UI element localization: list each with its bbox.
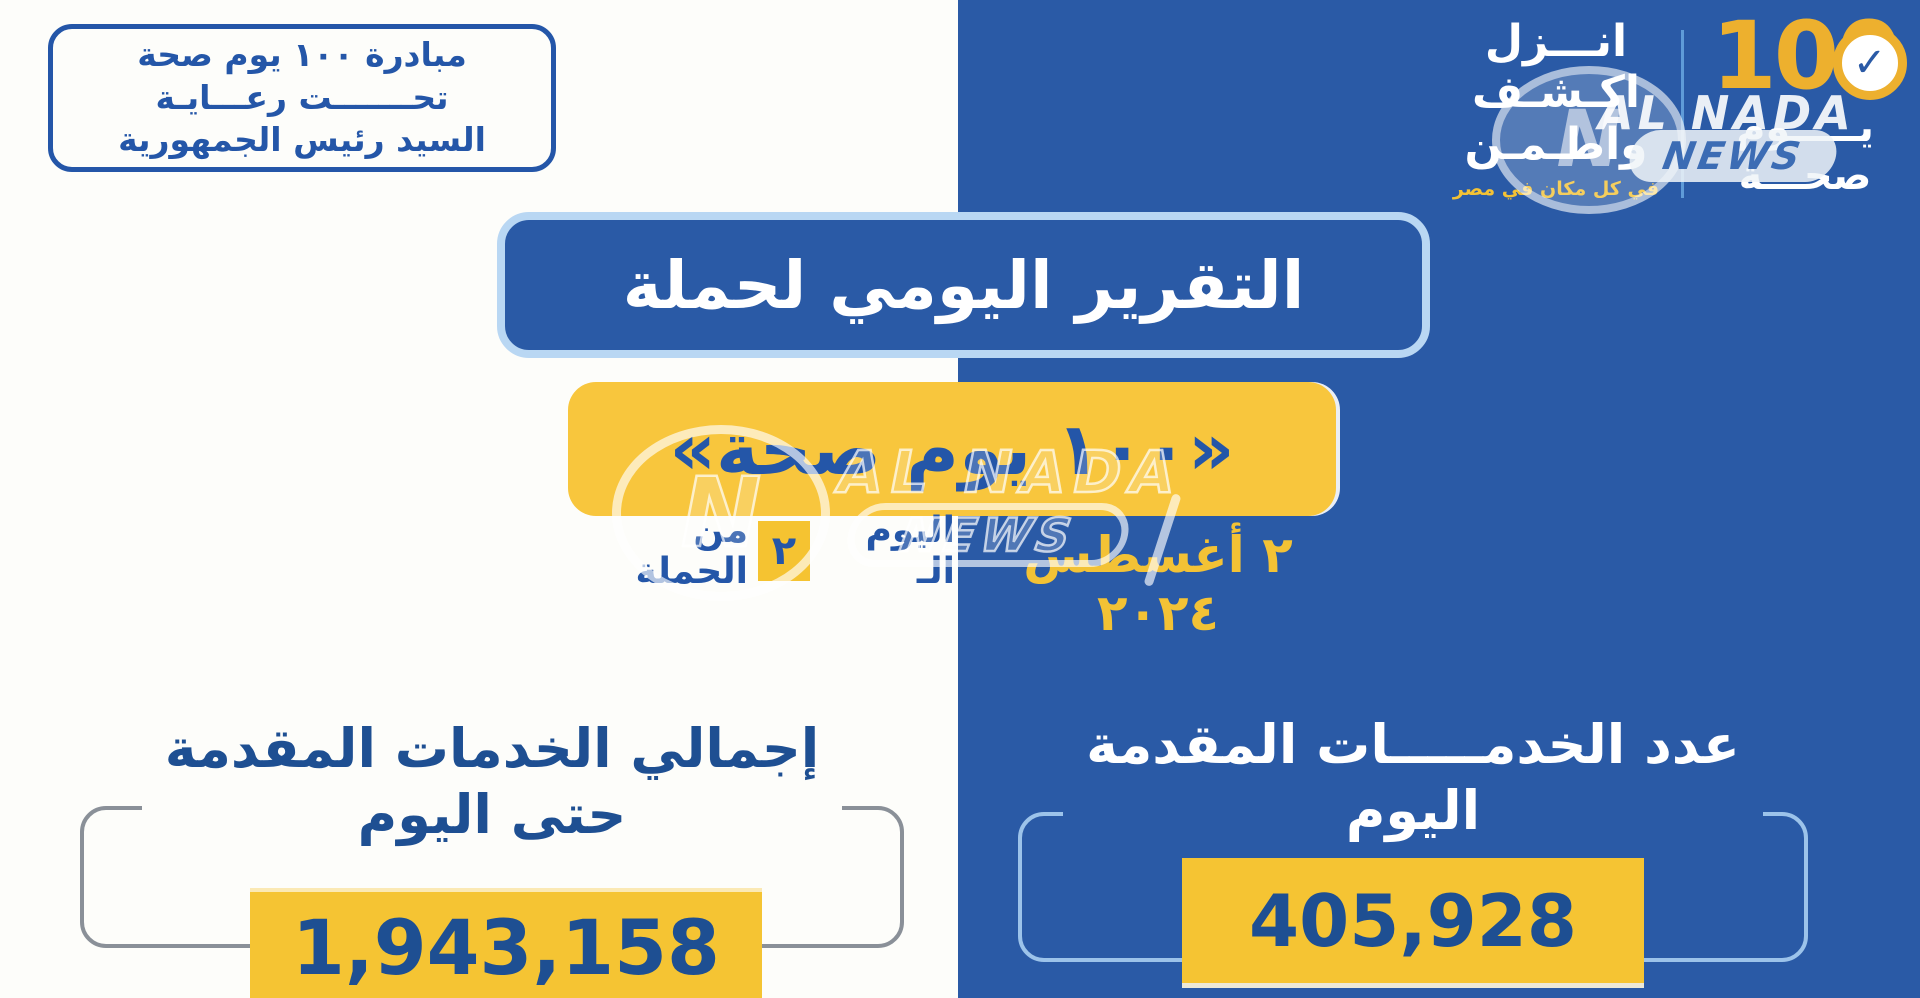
slogan-line-1: انـــزل bbox=[1484, 16, 1628, 67]
daily-report-title: التقرير اليومي لحملة bbox=[622, 246, 1305, 324]
today-services-title-line-1: عدد الخدمـــــات المقدمة bbox=[1086, 713, 1740, 776]
watermark-monogram: N bbox=[680, 456, 763, 571]
campaign-name: «١٠٠ يوم صحة» bbox=[669, 407, 1235, 491]
watermark-news-text-small: NEWS bbox=[1659, 134, 1807, 178]
daily-report-title-banner: التقرير اليومي لحملة bbox=[497, 212, 1430, 358]
day-prefix: اليوم الـ bbox=[865, 510, 955, 592]
report-date: ٢ أغسطس ٢٠٢٤ bbox=[1023, 526, 1293, 642]
watermark-brand-text: AL NADA bbox=[837, 437, 1183, 508]
today-services-value: 405,928 bbox=[1249, 878, 1577, 963]
patronage-line-2: تحـــــــت رعـــايـة bbox=[155, 77, 449, 117]
watermark-news-pill-small: NEWS bbox=[1625, 130, 1841, 182]
watermark-news-text: NEWS bbox=[895, 507, 1081, 564]
check-glyph: ✓ bbox=[1852, 40, 1887, 86]
watermark-monogram-small: N bbox=[1556, 95, 1622, 185]
total-services-value-box: 1,943,158 bbox=[250, 888, 762, 998]
total-services-title-line-1: إجمالي الخدمات المقدمة bbox=[164, 717, 820, 780]
watermark-news-pill: NEWS bbox=[842, 503, 1134, 567]
patronage-line-3: السيد رئيس الجمهورية bbox=[118, 120, 486, 160]
today-services-value-box: 405,928 bbox=[1182, 858, 1644, 988]
check-icon: ✓ bbox=[1832, 26, 1907, 100]
total-services-title: إجمالي الخدمات المقدمة حتى اليوم bbox=[142, 716, 842, 848]
watermark-logo-circle: N bbox=[612, 425, 830, 601]
today-services-title: عدد الخدمـــــات المقدمة اليوم bbox=[1063, 712, 1763, 844]
total-services-title-line-2: حتى اليوم bbox=[357, 782, 627, 846]
logo-100-number: 100 ✓ bbox=[1711, 10, 1907, 104]
logo-divider-line bbox=[1681, 30, 1684, 198]
patronage-box: مبادرة ١٠٠ يوم صحة تحـــــــت رعـــايـة … bbox=[48, 24, 556, 172]
patronage-line-1: مبادرة ١٠٠ يوم صحة bbox=[137, 34, 467, 74]
total-services-value: 1,943,158 bbox=[292, 902, 720, 992]
today-services-title-line-2: اليوم bbox=[1345, 778, 1481, 842]
